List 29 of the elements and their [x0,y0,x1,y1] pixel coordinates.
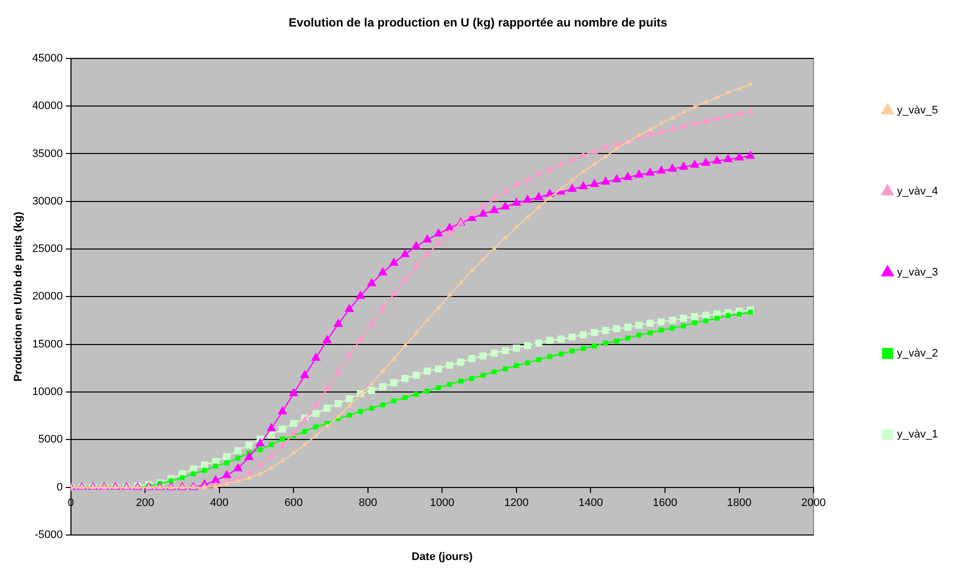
x-tick-label: 800 [358,496,378,509]
x-tick-label: 1800 [727,496,752,509]
x-axis-title: Date (jours) [412,551,474,564]
y-axis-title: Production en U/nb de puits (kg) [12,211,25,382]
y-tick-label: 20000 [32,290,63,303]
chart-title: Evolution de la production en U (kg) rapportée au nombre de puits [288,16,668,30]
y-tick-label: 5000 [38,434,63,446]
y-tick-label: 25000 [32,243,63,256]
x-tick-label: 1600 [652,496,678,509]
legend-label: y_vàv_1 [897,428,938,441]
x-tick-label: 1400 [578,496,603,509]
x-tick-label: 2000 [801,496,826,509]
legend-label: y_vàv_2 [897,348,938,360]
y-tick-label: 0 [56,481,63,494]
y-tick-label: -5000 [34,529,63,542]
x-tick-label: 200 [136,496,154,509]
y-tick-label: 45000 [32,52,63,64]
x-tick-label: 400 [210,496,229,509]
y-tick-label: 30000 [32,195,63,208]
y-tick-label: 35000 [32,148,63,160]
legend-label: y_vàv_5 [897,104,938,117]
x-tick-label: 600 [284,496,303,509]
x-tick-label: 1000 [430,496,454,509]
y-tick-label: 15000 [32,338,63,350]
legend-label: y_vàv_3 [897,266,938,279]
legend-label: y_vàv_4 [897,186,938,198]
y-tick-label: 10000 [32,386,63,398]
x-tick-label: 1200 [504,496,529,509]
y-tick-label: 40000 [32,100,63,112]
